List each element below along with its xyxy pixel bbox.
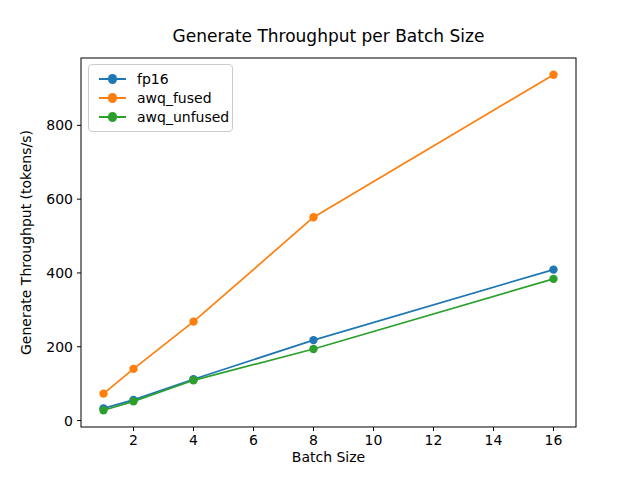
series-line-awq_unfused [104,279,554,410]
chart-title: Generate Throughput per Batch Size [81,25,576,47]
x-tick-label: 2 [129,432,138,448]
y-axis-label: Generate Throughput (tokens/s) [18,58,35,427]
legend-dot-icon [108,112,118,122]
x-tick-label: 12 [425,432,443,448]
y-tick-label: 0 [64,413,73,429]
legend-item-awq-unfused: awq_unfused [99,110,222,124]
legend-label-awq-unfused: awq_unfused [137,110,229,124]
data-point-awq_fused-batch16 [549,71,557,79]
legend: fp16 awq_fused awq_unfused [88,64,233,132]
legend-label-fp16: fp16 [137,72,169,86]
x-axis-label: Batch Size [81,449,576,466]
data-point-awq_unfused-batch1 [99,406,107,414]
data-point-awq_fused-batch1 [99,389,107,397]
data-point-awq_unfused-batch4 [189,376,197,384]
data-point-awq_fused-batch2 [129,365,137,373]
data-point-awq_unfused-batch2 [129,397,137,405]
x-tick-label: 8 [309,432,318,448]
y-tick-label: 200 [46,339,73,355]
data-point-awq_unfused-batch16 [549,275,557,283]
data-point-fp16-batch8 [309,336,317,344]
legend-item-awq-fused: awq_fused [99,91,222,105]
x-tick-label: 16 [545,432,563,448]
x-tick-label: 4 [189,432,198,448]
legend-label-awq-fused: awq_fused [137,91,212,105]
data-point-awq_fused-batch4 [189,317,197,325]
legend-item-fp16: fp16 [99,72,222,86]
legend-dot-icon [108,74,118,84]
data-point-fp16-batch16 [549,265,557,273]
legend-line-marker-fp16 [99,78,126,81]
data-point-awq_fused-batch8 [309,213,317,221]
legend-line-marker-awq-unfused [99,116,126,119]
x-tick-label: 6 [249,432,258,448]
y-tick-label: 400 [46,265,73,281]
legend-dot-icon [108,93,118,103]
y-tick-label: 600 [46,191,73,207]
legend-line-marker-awq-fused [99,97,126,100]
chart-figure: 2 4 6 8 10 12 14 16 0 200 400 600 800 Generate Throu… [0,0,640,480]
data-point-awq_unfused-batch8 [309,345,317,353]
y-tick-label: 800 [46,117,73,133]
x-tick-label: 10 [365,432,383,448]
x-tick-label: 14 [485,432,503,448]
